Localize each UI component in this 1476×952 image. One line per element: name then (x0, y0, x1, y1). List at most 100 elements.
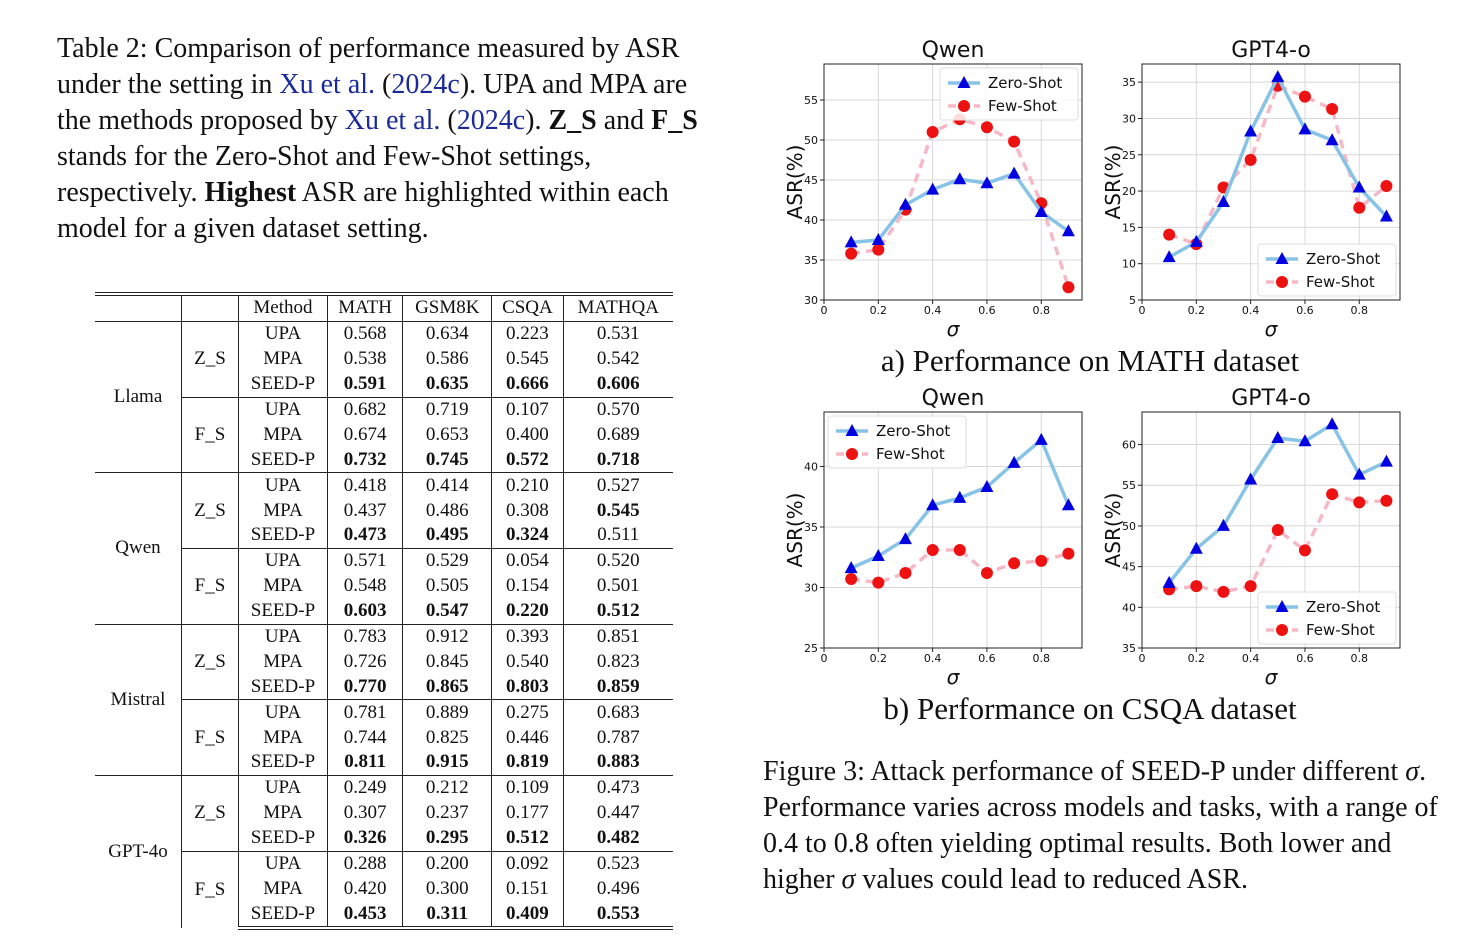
citation-link[interactable]: Xu et al. (344, 105, 441, 136)
zero-shot-point (844, 235, 858, 248)
few-shot-point (1062, 281, 1075, 294)
table-row: MPA 0.437 0.486 0.308 0.545 (95, 498, 673, 524)
setting-name-cell: Z_S (181, 774, 239, 852)
legend: Zero-Shot Few-Shot (1257, 591, 1397, 645)
few-shot-point (899, 566, 912, 579)
table-row: Mistral Z_S UPA 0.783 0.912 0.393 0.851 (95, 623, 673, 776)
value-cell: 0.249 (326, 774, 403, 801)
legend-marker (957, 76, 971, 88)
y-axis-label: ASR(%) (783, 145, 807, 220)
value-cell: 0.811 (326, 750, 403, 776)
zero-shot-point (1352, 180, 1366, 193)
method-cell: MPA (238, 725, 328, 751)
header-model-blank (95, 291, 182, 322)
few-shot-point (1035, 554, 1048, 567)
x-tick-label: 0.4 (924, 652, 942, 665)
y-tick-label: 60 (1122, 439, 1136, 452)
value-cell: 0.547 (402, 598, 492, 625)
table-row: MPA 0.420 0.300 0.151 0.496 (95, 876, 673, 902)
chart-title: GPT4-o (1231, 38, 1311, 63)
zero-shot-point (1298, 122, 1312, 135)
value-cell: 0.237 (402, 800, 492, 826)
method-cell: MPA (238, 498, 328, 524)
table-row: SEED-P 0.811 0.915 0.819 0.883 (95, 750, 673, 776)
x-tick-label: 0.4 (1242, 652, 1260, 665)
x-tick-label: 0 (821, 304, 828, 317)
few-shot-legend-label: Few-Shot (876, 445, 945, 463)
table-row: SEED-P 0.453 0.311 0.409 0.553 (95, 901, 673, 931)
value-cell: 0.744 (326, 725, 403, 751)
header-csqa: CSQA (491, 291, 564, 322)
citation-year-link[interactable]: 2024c (456, 105, 526, 136)
fs-term: F_S (651, 105, 698, 136)
value-cell: 0.393 (491, 623, 564, 650)
zero-shot-point (1162, 250, 1176, 263)
plot-frame (1141, 63, 1401, 301)
table-row: SEED-P 0.473 0.495 0.324 0.511 (95, 523, 673, 549)
x-tick-label: 0 (821, 652, 828, 665)
few-shot-point (1380, 179, 1393, 192)
method-cell: UPA (238, 699, 328, 726)
method-cell: MPA (238, 649, 328, 675)
y-axis-label: ASR(%) (1101, 145, 1125, 220)
y-tick-label: 55 (804, 94, 818, 107)
citation-year-link[interactable]: 2024c (391, 69, 460, 100)
value-cell: 0.200 (402, 850, 492, 877)
value-cell: 0.682 (326, 396, 403, 423)
value-cell: 0.512 (491, 825, 564, 852)
chart-title: Qwen (922, 386, 985, 411)
value-cell: 0.568 (326, 321, 403, 347)
few-shot-point (1298, 90, 1311, 103)
zero-shot-point (1244, 472, 1258, 485)
y-tick-label: 55 (1122, 479, 1136, 492)
method-cell: MPA (238, 346, 328, 372)
table-row: F_S UPA 0.781 0.889 0.275 0.683 (95, 699, 673, 776)
zero-shot-point (898, 197, 912, 210)
value-cell: 0.553 (562, 901, 673, 931)
value-cell: 0.606 (562, 371, 673, 398)
few-shot-point (980, 121, 993, 134)
few-shot-point (1353, 496, 1366, 509)
table-row: MPA 0.674 0.653 0.400 0.689 (95, 422, 673, 448)
zero-shot-legend-label: Zero-Shot (1306, 250, 1380, 268)
figure-caption: Figure 3: Attack performance of SEED-P u… (763, 754, 1463, 898)
x-tick-label: 0.4 (924, 304, 942, 317)
value-cell: 0.823 (562, 649, 673, 675)
caption-text: values could lead to reduced ASR. (855, 864, 1249, 895)
value-cell: 0.572 (491, 447, 564, 473)
y-axis-label: ASR(%) (1101, 493, 1125, 568)
x-tick-label: 0.6 (978, 652, 996, 665)
table-row: F_S UPA 0.288 0.200 0.092 0.523 (95, 850, 673, 929)
value-cell: 0.666 (491, 371, 564, 398)
x-tick-label: 0.8 (1033, 304, 1051, 317)
few-shot-point (1244, 153, 1257, 166)
y-tick-label: 25 (804, 642, 818, 655)
zero-shot-point (980, 480, 994, 493)
value-cell: 0.542 (562, 346, 673, 372)
value-cell: 0.054 (491, 547, 564, 574)
zero-shot-point (1007, 455, 1021, 468)
value-cell: 0.719 (402, 396, 492, 423)
value-cell: 0.326 (326, 825, 403, 852)
x-tick-label: 0.2 (1188, 652, 1206, 665)
value-cell: 0.845 (402, 649, 492, 675)
method-cell: UPA (238, 396, 328, 423)
zero-shot-point (953, 172, 967, 185)
value-cell: 0.495 (402, 523, 492, 549)
model-name-cell: Llama (113, 386, 163, 408)
zero-shot-point (1352, 467, 1366, 480)
value-cell: 0.674 (326, 422, 403, 448)
caption-text: and (596, 105, 652, 136)
table-row: SEED-P 0.770 0.865 0.803 0.859 (95, 674, 673, 700)
zero-shot-legend-label: Zero-Shot (876, 422, 950, 440)
method-cell: UPA (238, 774, 328, 801)
few-shot-point (1326, 103, 1339, 116)
zs-term: Z_S (548, 105, 597, 136)
value-cell: 0.482 (562, 825, 673, 852)
method-cell: SEED-P (238, 371, 328, 398)
value-cell: 0.420 (326, 876, 403, 902)
plot-frame (823, 63, 1083, 301)
y-tick-label: 35 (1122, 642, 1136, 655)
x-tick-label: 0.2 (1188, 304, 1206, 317)
citation-link[interactable]: Xu et al. (279, 69, 376, 100)
